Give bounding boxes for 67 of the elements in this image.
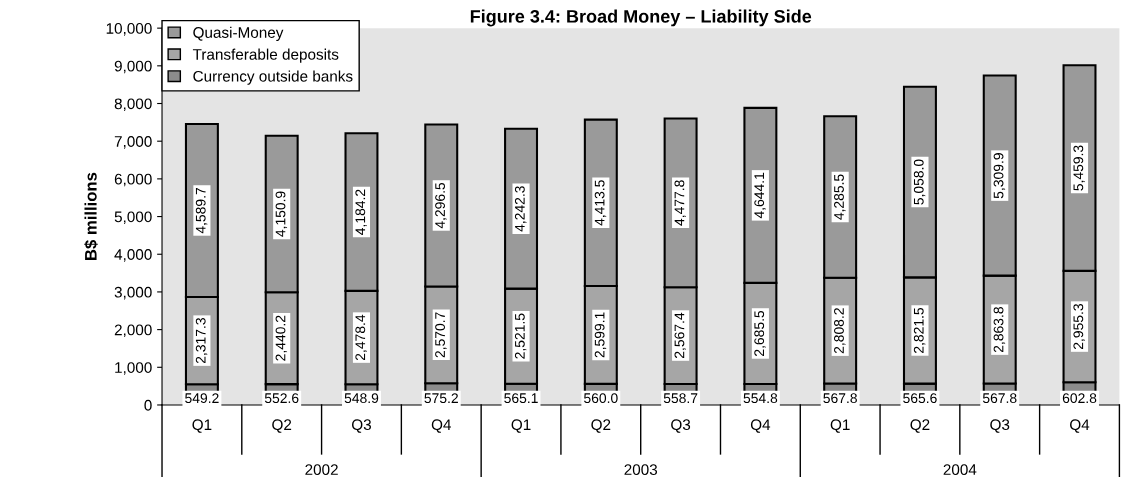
- x-tick-label: Q4: [431, 419, 451, 433]
- data-label: 2,599.1: [594, 312, 607, 358]
- x-tick-label: Q2: [910, 419, 930, 433]
- x-tick-label: Q1: [511, 419, 531, 433]
- data-label: 5,058.0: [913, 159, 926, 205]
- data-label: 2,570.7: [435, 312, 447, 358]
- y-axis-title: B$ millions: [84, 172, 98, 260]
- data-label: 565.1: [504, 393, 538, 404]
- text: 2004: [943, 464, 977, 476]
- x-tick-label: Q3: [352, 419, 371, 433]
- text: 2002: [305, 464, 338, 476]
- data-label: 4,296.5: [435, 182, 447, 229]
- data-label: 567.8: [982, 393, 1017, 404]
- legend-label: Currency outside banks: [193, 70, 353, 85]
- x-tick-label: Q1: [830, 419, 850, 433]
- x-tick-label: Q4: [750, 419, 771, 433]
- data-label: 548.9: [344, 393, 379, 404]
- data-label: 2,863.8: [993, 307, 1006, 353]
- data-label: 552.6: [264, 393, 299, 404]
- data-label: 2,955.3: [1073, 304, 1085, 350]
- y-tick-label: 2,000: [114, 324, 152, 338]
- data-label: 554.8: [743, 393, 778, 404]
- y-tick-label: 6,000: [114, 173, 152, 187]
- data-label: 2,478.4: [355, 314, 367, 361]
- x-tick-label: Q1: [192, 419, 212, 433]
- data-label: 560.0: [584, 393, 618, 404]
- data-label: 2,821.5: [913, 307, 926, 353]
- data-label: 2,521.5: [514, 313, 527, 359]
- data-label: 602.8: [1062, 393, 1097, 404]
- legend-label: Quasi-Money: [193, 26, 284, 41]
- data-label: 4,150.9: [275, 191, 288, 237]
- data-label: 2,567.4: [674, 312, 686, 359]
- chart-title: Figure 3.4: Broad Money – Liability Side: [470, 9, 812, 27]
- data-label: 565.6: [903, 393, 937, 404]
- data-label: 4,644.1: [754, 172, 766, 219]
- data-label: 4,477.8: [674, 180, 686, 226]
- data-label: 4,413.5: [594, 180, 607, 226]
- x-tick-label: Q3: [990, 419, 1010, 433]
- y-tick-label: 7,000: [114, 136, 152, 149]
- data-label: 5,309.9: [993, 153, 1006, 199]
- y-tick-label: 4,000: [114, 249, 152, 262]
- data-label: 549.2: [185, 393, 219, 404]
- x-tick-label: Q2: [591, 419, 611, 433]
- data-label: 558.7: [663, 393, 698, 404]
- y-tick-label: 8,000: [114, 98, 152, 111]
- y-tick-label: 10,000: [106, 23, 152, 36]
- text: 2003: [624, 464, 658, 476]
- data-label: 575.2: [424, 393, 458, 404]
- x-tick-label: Q3: [671, 419, 691, 433]
- y-tick-label: 5,000: [114, 211, 152, 225]
- data-label: 4,184.2: [355, 189, 367, 235]
- data-label: 4,589.7: [195, 188, 208, 234]
- data-label: 567.8: [823, 393, 857, 404]
- data-label: 5,459.3: [1073, 145, 1085, 191]
- y-tick-label: 3,000: [114, 286, 152, 300]
- data-label: 4,285.5: [834, 174, 846, 220]
- data-label: 2,685.5: [754, 310, 766, 356]
- y-tick-label: 9,000: [114, 60, 152, 74]
- legend-label: Transferable deposits: [192, 48, 339, 63]
- x-tick-label: Q2: [272, 419, 292, 433]
- x-tick-label: Q4: [1070, 419, 1090, 433]
- data-label: 2,317.3: [195, 318, 208, 364]
- data-label: 2,808.2: [834, 308, 846, 354]
- y-tick-label: 1,000: [115, 362, 152, 375]
- data-label: 2,440.2: [275, 315, 288, 361]
- data-label: 4,242.3: [514, 186, 527, 232]
- y-tick-label: 0: [144, 399, 152, 411]
